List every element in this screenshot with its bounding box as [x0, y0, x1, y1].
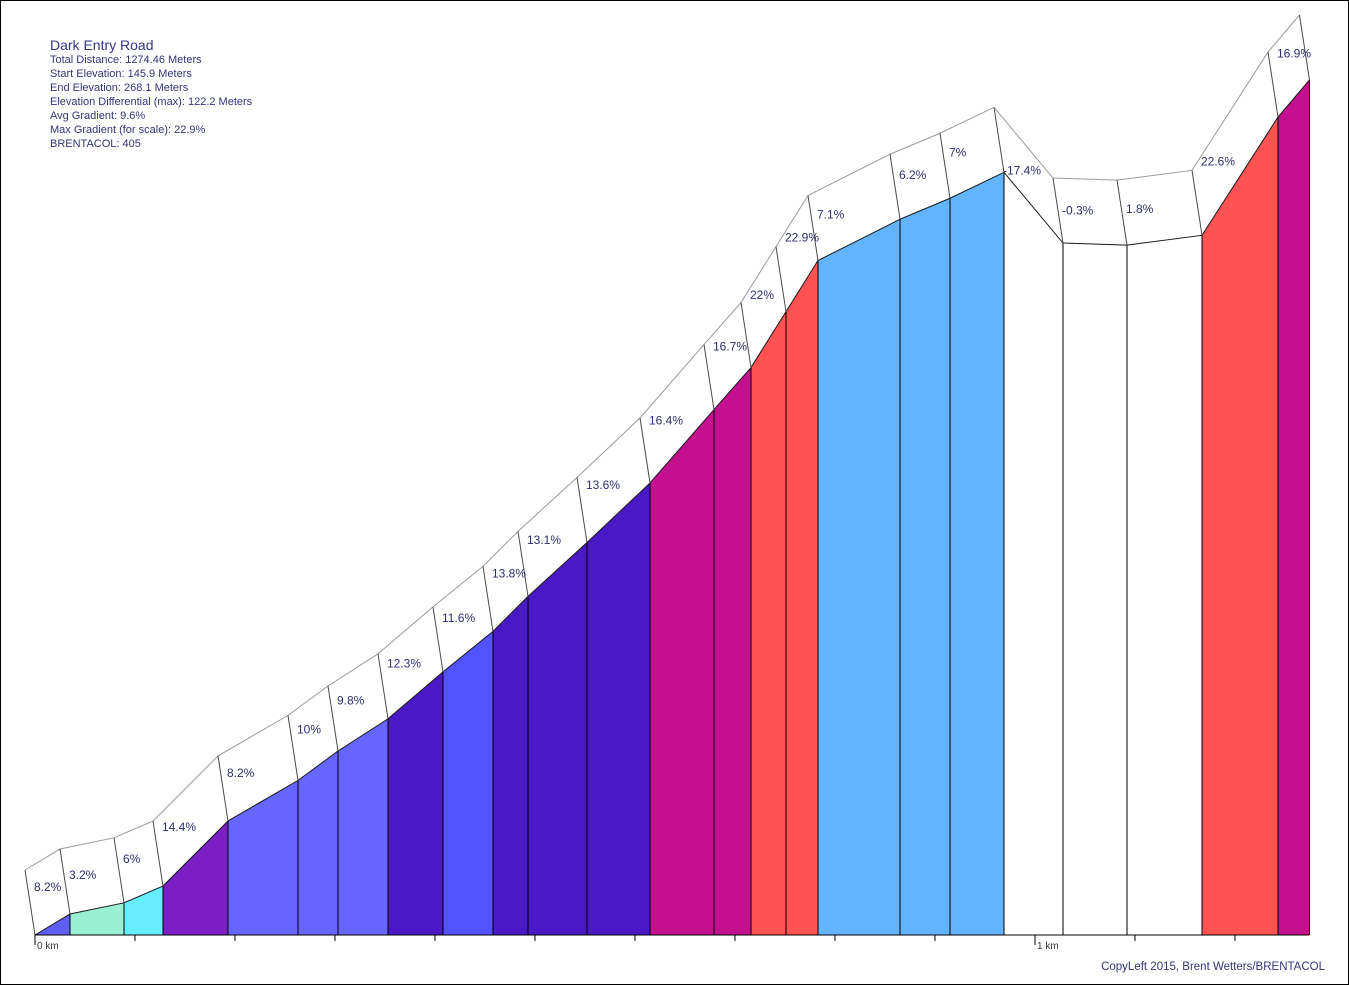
band-connector [327, 685, 339, 752]
gradient-label: 7.1% [817, 208, 845, 222]
band-connector [1267, 52, 1279, 118]
profile-segment [1004, 172, 1063, 935]
profile-area-layer [34, 79, 1310, 936]
band-connector [59, 848, 71, 915]
profile-segment [818, 219, 900, 935]
gradient-label: 22.6% [1201, 155, 1235, 169]
gradient-label: 6% [123, 852, 141, 866]
gradient-label: 13.1% [527, 533, 561, 547]
info-brentacol-score: BRENTACOL: 405 [50, 138, 141, 150]
info-start-elevation: Start Elevation: 145.9 Meters [50, 68, 192, 80]
band-connector [152, 820, 164, 887]
band-connector [24, 869, 36, 936]
profile-segment [786, 260, 818, 936]
band-connector [703, 344, 715, 410]
band-connector [1052, 177, 1064, 244]
info-end-elevation: End Elevation: 268.1 Meters [50, 82, 189, 94]
profile-segment [228, 780, 298, 935]
profile-segment [163, 820, 228, 935]
profile-segment [124, 886, 163, 935]
profile-segment [714, 367, 751, 936]
info-avg-gradient: Avg Gradient: 9.6% [50, 110, 145, 122]
band-connector [889, 154, 901, 220]
band-connector [1191, 170, 1203, 236]
x-tick-label: 0 km [37, 941, 59, 952]
band-connector [807, 195, 819, 261]
band-connector [1116, 180, 1128, 246]
gradient-label: 8.2% [34, 880, 62, 894]
gradient-label: 13.6% [586, 478, 620, 492]
gradient-label: 22% [750, 288, 774, 302]
profile-segment [1278, 80, 1310, 935]
profile-segment [493, 596, 528, 935]
gradient-label: 12.3% [387, 657, 421, 671]
info-total-distance: Total Distance: 1274.46 Meters [50, 54, 202, 66]
gradient-label: 22.9% [785, 230, 819, 244]
gradient-label: 16.9% [1277, 47, 1311, 61]
band-connector [482, 566, 494, 632]
gradient-label-layer: 8.2% 3.2% 6% 14.4% 8.2% 10% 9.8% 12.3% 11.6% 13.8… [34, 47, 1311, 895]
gradient-label: 11.6% [442, 611, 475, 625]
gradient-label: 16.7% [713, 339, 747, 353]
footer-credit: CopyLeft 2015, Brent Wetters/BRENTACOL [1101, 961, 1326, 973]
gradient-label: 6.2% [899, 168, 927, 182]
gradient-band-layer [24, 14, 1310, 936]
profile-segment [388, 671, 443, 935]
band-connector [287, 715, 299, 781]
info-max-gradient: Max Gradient (for scale): 22.9% [50, 124, 206, 136]
gradient-label: 7% [949, 146, 967, 160]
profile-segment [1127, 235, 1202, 935]
profile-segment [587, 483, 650, 935]
gradient-label: -17.4% [1003, 164, 1041, 178]
profile-segment [650, 409, 714, 935]
gradient-label: 8.2% [227, 766, 255, 780]
band-connector [939, 133, 951, 199]
profile-segment [1202, 117, 1278, 936]
gradient-label: -0.3% [1062, 204, 1094, 218]
band-connector [775, 246, 787, 312]
profile-segment [443, 631, 493, 935]
band-connector [113, 837, 125, 903]
gradient-label: 13.8% [492, 567, 526, 581]
profile-segment [900, 198, 950, 935]
chart-title: Dark Entry Road [50, 37, 153, 53]
info-block: Dark Entry Road Total Distance: 1274.46 … [50, 37, 253, 150]
gradient-label: 16.4% [649, 413, 683, 427]
gradient-label: 14.4% [162, 820, 196, 834]
band-connector [432, 606, 444, 672]
band-connector [639, 417, 651, 484]
band-connector [740, 302, 752, 368]
profile-segment [950, 172, 1004, 935]
profile-segment [528, 542, 587, 935]
band-connector [576, 477, 588, 543]
band-connector [217, 755, 229, 822]
band-connector [993, 107, 1005, 173]
profile-segment [751, 311, 786, 935]
gradient-label: 1.8% [1126, 202, 1154, 216]
profile-segment [70, 902, 124, 935]
gradient-label: 9.8% [337, 693, 365, 707]
band-connector [377, 653, 389, 719]
gradient-label: 10% [297, 722, 321, 736]
x-axis: 0 km 1 km [34, 934, 1310, 952]
x-tick-label: 1 km [1037, 941, 1059, 952]
profile-segment [1063, 243, 1127, 935]
band-connector [517, 531, 529, 597]
band-connector [1298, 14, 1310, 81]
profile-segment [338, 718, 388, 935]
gradient-label: 3.2% [69, 868, 97, 882]
profile-segment [298, 750, 338, 935]
info-elevation-differential: Elevation Differential (max): 122.2 Mete… [50, 96, 253, 108]
